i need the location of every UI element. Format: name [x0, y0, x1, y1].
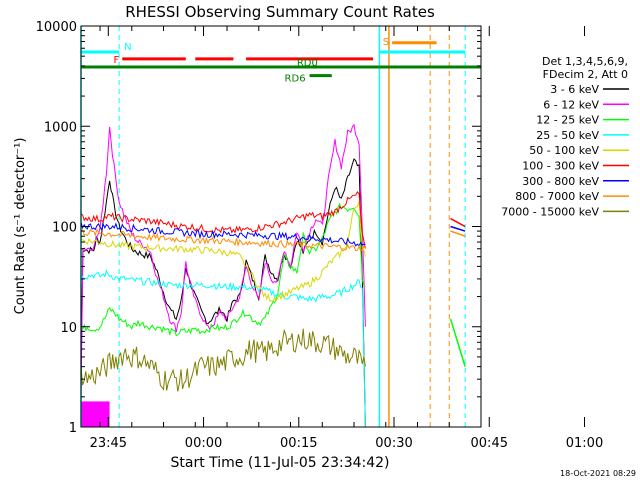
x-axis-label: Start Time (11-Jul-05 23:34:42): [170, 455, 389, 471]
y-axis: 1 10 100 1000 10000: [36, 20, 481, 436]
series-line-2: [80, 202, 366, 337]
series-line-8: [80, 328, 366, 392]
legend-entry-label: 800 - 7000 keV: [515, 190, 599, 203]
series-line-3: [80, 269, 366, 428]
x-tick-label: 23:45: [90, 436, 127, 451]
legend-entry-label: 7000 - 15000 keV: [501, 205, 599, 218]
legend-header-line: FDecim 2, Att 0: [543, 68, 628, 81]
series-line-4: [80, 201, 366, 302]
x-tick-label: 00:30: [375, 436, 412, 451]
flag-label-rd0: RD0: [297, 58, 318, 69]
series-line-6: [80, 222, 366, 247]
right-segment-line: [449, 318, 466, 367]
right-segment-line: [450, 225, 466, 232]
legend-entry-label: 100 - 300 keV: [522, 160, 599, 173]
attenuator-band: [81, 401, 110, 427]
x-tick-label: 00:15: [280, 436, 317, 451]
legend-header-line: Det 1,3,4,5,6,9,: [542, 55, 628, 68]
legend-entry-label: 3 - 6 keV: [550, 83, 599, 96]
footer-date: 18-Oct-2021 08:29: [560, 469, 636, 478]
legend-entry-label: 300 - 800 keV: [522, 175, 599, 188]
x-axis: 23:45 00:00 00:15 00:30 00:45 01:00: [90, 26, 603, 451]
flag-label-s: S: [383, 37, 389, 48]
plot-area: N S F RD0 RD6: [80, 26, 481, 428]
y-tick-label: 1: [69, 421, 77, 436]
right-segment-line: [450, 217, 466, 228]
legend: Det 1,3,4,5,6,9,FDecim 2, Att 0 3 - 6 keV…: [501, 55, 629, 218]
right-segment-line: [450, 230, 466, 237]
chart-title: RHESSI Observing Summary Count Rates: [125, 3, 435, 21]
y-tick-label: 1000: [44, 120, 77, 135]
legend-entry-label: 12 - 25 keV: [536, 114, 599, 127]
series-line-5: [80, 191, 366, 249]
y-tick-label: 100: [52, 221, 77, 236]
legend-entry-label: 50 - 100 keV: [529, 144, 599, 157]
flag-label-rd6: RD6: [285, 74, 306, 85]
series-line-1: [80, 123, 366, 400]
y-tick-label: 10000: [36, 20, 77, 35]
y-axis-label: Count Rate (s⁻¹ detector⁻¹): [13, 138, 28, 315]
legend-entry-label: 6 - 12 keV: [543, 98, 599, 111]
x-tick-label: 00:00: [185, 436, 222, 451]
y-tick-label: 10: [60, 321, 77, 336]
x-tick-label: 00:45: [471, 436, 508, 451]
flag-label-f: F: [114, 55, 120, 66]
series-line-7: [80, 228, 366, 253]
x-tick-label: 01:00: [566, 436, 603, 451]
flag-label-n: N: [124, 42, 131, 53]
legend-entry-label: 25 - 50 keV: [536, 129, 599, 142]
